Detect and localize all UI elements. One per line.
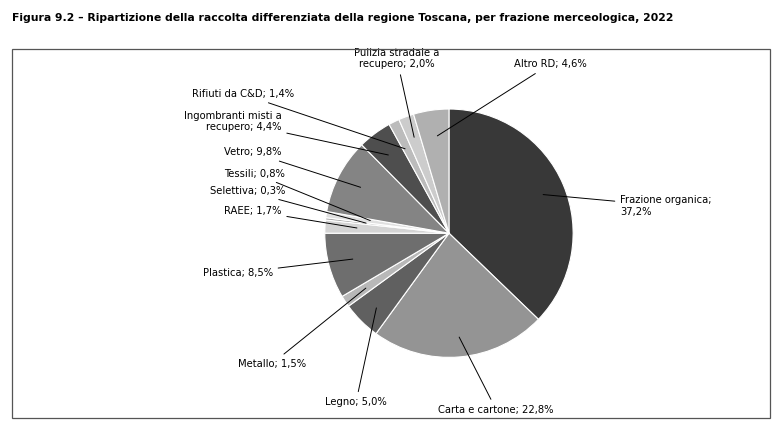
Text: Pulizia stradale a
recupero; 2,0%: Pulizia stradale a recupero; 2,0% bbox=[354, 47, 439, 137]
Text: Legno; 5,0%: Legno; 5,0% bbox=[325, 308, 387, 407]
Wedge shape bbox=[376, 233, 538, 357]
Wedge shape bbox=[326, 212, 449, 233]
Text: Metallo; 1,5%: Metallo; 1,5% bbox=[238, 288, 366, 368]
Wedge shape bbox=[449, 109, 573, 319]
Text: Ingombranti misti a
recupero; 4,4%: Ingombranti misti a recupero; 4,4% bbox=[184, 111, 389, 155]
Wedge shape bbox=[362, 124, 449, 233]
Text: Altro RD; 4,6%: Altro RD; 4,6% bbox=[437, 59, 586, 136]
Text: Frazione organica;
37,2%: Frazione organica; 37,2% bbox=[543, 195, 712, 217]
Wedge shape bbox=[414, 109, 449, 233]
Text: RAEE; 1,7%: RAEE; 1,7% bbox=[224, 206, 357, 228]
Wedge shape bbox=[389, 120, 449, 233]
Text: Tessili; 0,8%: Tessili; 0,8% bbox=[224, 169, 371, 220]
Text: Rifiuti da C&D; 1,4%: Rifiuti da C&D; 1,4% bbox=[192, 89, 405, 149]
Wedge shape bbox=[325, 220, 449, 233]
Wedge shape bbox=[349, 233, 449, 334]
Wedge shape bbox=[342, 233, 449, 306]
Text: Vetro; 9,8%: Vetro; 9,8% bbox=[224, 148, 361, 187]
Text: Carta e cartone; 22,8%: Carta e cartone; 22,8% bbox=[439, 337, 554, 415]
Text: Figura 9.2 – Ripartizione della raccolta differenziata della regione Toscana, pe: Figura 9.2 – Ripartizione della raccolta… bbox=[12, 13, 673, 23]
Wedge shape bbox=[325, 218, 449, 233]
Wedge shape bbox=[325, 233, 449, 296]
Wedge shape bbox=[399, 114, 449, 233]
Text: Selettiva; 0,3%: Selettiva; 0,3% bbox=[210, 186, 366, 223]
Text: Plastica; 8,5%: Plastica; 8,5% bbox=[203, 259, 353, 278]
Wedge shape bbox=[327, 145, 449, 233]
